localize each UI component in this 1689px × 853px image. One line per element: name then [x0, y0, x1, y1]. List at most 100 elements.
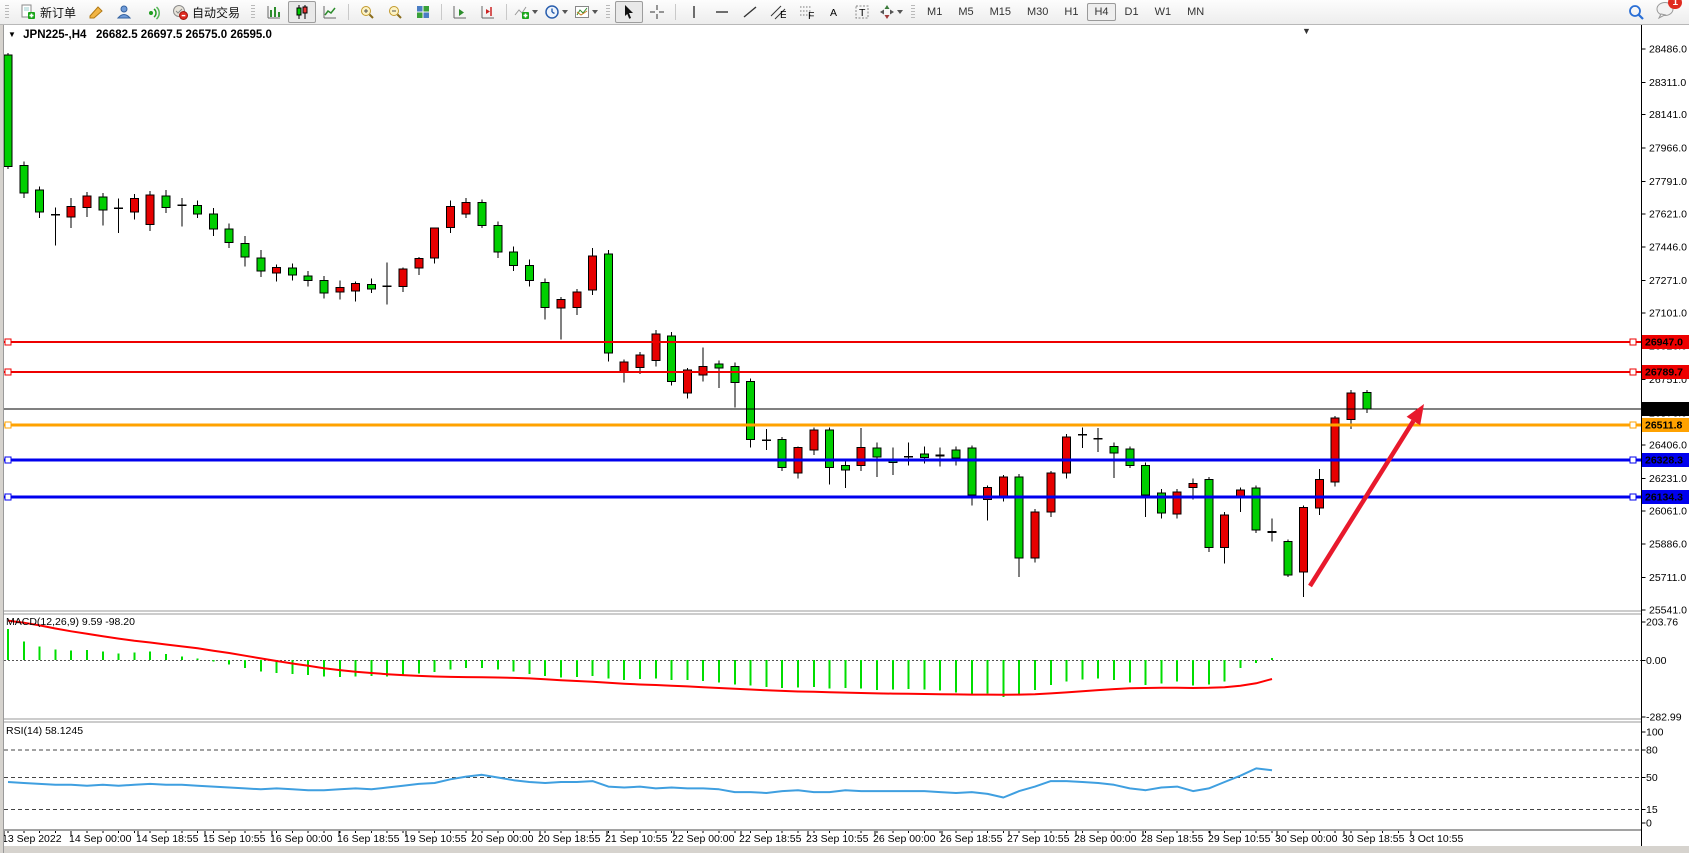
auto-trading-label: 自动交易	[192, 5, 241, 20]
svg-text:T: T	[859, 7, 866, 19]
tab-timeframe-m1[interactable]: M1	[927, 6, 943, 18]
bar-chart-icon	[267, 6, 281, 19]
trend-arrow	[1308, 419, 1416, 588]
svg-text:29 Sep 10:55: 29 Sep 10:55	[1208, 833, 1271, 845]
indicators-button[interactable]	[511, 1, 541, 23]
auto-scroll-icon	[453, 6, 467, 19]
svg-text:20 Sep 00:00: 20 Sep 00:00	[471, 833, 534, 845]
horizontal-line-icon	[716, 11, 729, 13]
equidistant-channel-icon: E	[770, 5, 786, 20]
arrows-button[interactable]	[876, 1, 906, 23]
indicators-icon	[514, 6, 530, 19]
tab-timeframe-m30[interactable]: M30	[1027, 6, 1049, 18]
svg-text:27446.0: 27446.0	[1649, 242, 1687, 254]
chart-menu-icon[interactable]: ▼	[8, 30, 16, 39]
toolbar-separator	[506, 4, 508, 20]
chart-symbol-title[interactable]: ▼ JPN225-,H4 26682.5 26697.5 26575.0 265…	[8, 29, 272, 41]
toolbar-separator	[675, 4, 677, 20]
svg-text:27 Sep 10:55: 27 Sep 10:55	[1007, 833, 1070, 845]
svg-text:28486.0: 28486.0	[1649, 44, 1687, 56]
auto-trading-button[interactable]: 自动交易	[166, 1, 246, 23]
fibonacci-button[interactable]: F	[792, 1, 820, 23]
auto-scroll-button[interactable]	[446, 1, 474, 23]
tab-timeframe-m15[interactable]: M15	[989, 6, 1011, 18]
toolbar-grip	[606, 4, 611, 20]
price-line-labels: 26947.0 26789.7 26595.0 26511.8 26328.3 26134…	[1642, 335, 1689, 504]
notifications-button[interactable]: 1	[1655, 0, 1682, 24]
macd-signal-line	[7, 619, 1273, 696]
svg-text:13 Sep 2022: 13 Sep 2022	[2, 833, 62, 845]
line-chart-icon	[323, 6, 337, 19]
chart-shift-button[interactable]	[474, 1, 502, 23]
toolbar-grip	[5, 4, 9, 20]
rsi-line	[7, 767, 1273, 799]
profile-button[interactable]	[110, 1, 138, 23]
crosshair-button[interactable]	[643, 1, 671, 23]
bar-chart-button[interactable]	[260, 1, 288, 23]
signal-button[interactable]	[138, 1, 166, 23]
text-button[interactable]: A	[820, 1, 848, 23]
search-icon[interactable]	[1628, 4, 1645, 21]
svg-text:20 Sep 18:55: 20 Sep 18:55	[538, 833, 601, 845]
tab-timeframe-mn[interactable]: MN	[1187, 6, 1205, 18]
svg-text:26 Sep 18:55: 26 Sep 18:55	[940, 833, 1003, 845]
svg-text:F: F	[808, 10, 814, 20]
zoom-in-button[interactable]	[353, 1, 381, 23]
svg-text:27101.0: 27101.0	[1649, 307, 1687, 319]
chevron-down-icon	[532, 10, 539, 14]
tab-timeframe-h1[interactable]: H1	[1064, 6, 1079, 18]
vertical-line-button[interactable]	[680, 1, 708, 23]
tile-windows-button[interactable]	[409, 1, 437, 23]
svg-text:A: A	[830, 7, 837, 19]
svg-text:E: E	[780, 9, 786, 20]
horizontal-line-button[interactable]	[708, 1, 736, 23]
svg-text:100: 100	[1646, 727, 1664, 739]
svg-text:25541.0: 25541.0	[1649, 604, 1687, 616]
tile-windows-icon	[417, 6, 430, 18]
svg-text:28 Sep 00:00: 28 Sep 00:00	[1074, 833, 1137, 845]
cursor-button[interactable]	[615, 1, 644, 23]
toolbar-grip	[911, 4, 916, 20]
macd-indicator-label: MACD(12,26,9) 9.59 -98.20	[6, 616, 135, 628]
svg-text:14 Sep 18:55: 14 Sep 18:55	[136, 833, 199, 845]
tab-timeframe-d1[interactable]: D1	[1124, 6, 1139, 18]
text-icon: A	[830, 7, 837, 19]
text-label-button[interactable]: T	[848, 1, 876, 23]
chart-shift-icon	[481, 6, 495, 19]
equidistant-channel-button[interactable]: E	[764, 1, 792, 23]
new-order-label: 新订单	[40, 5, 77, 20]
profile-icon	[116, 5, 132, 19]
new-order-icon	[21, 4, 35, 19]
svg-text:26947.0: 26947.0	[1645, 337, 1683, 349]
main-toolbar: 新订单 自动交易	[0, 0, 1689, 25]
chart-shift-marker-icon[interactable]: ▼	[1302, 26, 1311, 36]
marker-button[interactable]	[82, 1, 110, 23]
svg-text:30 Sep 00:00: 30 Sep 00:00	[1275, 833, 1338, 845]
time-axis: 13 Sep 2022 14 Sep 00:00 14 Sep 18:55 15 Se…	[2, 831, 1463, 845]
svg-text:16 Sep 00:00: 16 Sep 00:00	[270, 833, 333, 845]
line-chart-button[interactable]	[316, 1, 344, 23]
tab-timeframe-w1[interactable]: W1	[1154, 6, 1172, 18]
svg-text:25711.0: 25711.0	[1649, 572, 1686, 584]
trendline-button[interactable]	[736, 1, 764, 23]
svg-text:25886.0: 25886.0	[1649, 539, 1687, 551]
zoom-out-icon	[389, 6, 402, 19]
svg-text:26595.0: 26595.0	[1645, 404, 1683, 416]
periods-button[interactable]	[541, 1, 571, 23]
svg-text:21 Sep 10:55: 21 Sep 10:55	[605, 833, 668, 845]
svg-text:27271.0: 27271.0	[1649, 275, 1687, 287]
zoom-out-button[interactable]	[381, 1, 409, 23]
cursor-icon	[625, 5, 634, 19]
candlestick-chart-button[interactable]	[288, 1, 317, 23]
signal-icon	[149, 6, 160, 20]
timeframe-group: M1 M5 M15 M30 H1 H4 D1 W1 MN	[920, 3, 1211, 21]
templates-button[interactable]	[571, 1, 601, 23]
svg-text:27791.0: 27791.0	[1649, 176, 1687, 188]
svg-text:27621.0: 27621.0	[1649, 208, 1687, 220]
new-order-button[interactable]: 新订单	[14, 1, 82, 23]
toolbar-separator	[441, 4, 443, 20]
tab-timeframe-m5[interactable]: M5	[958, 6, 974, 18]
tab-timeframe-h4[interactable]: H4	[1087, 3, 1116, 21]
chevron-down-icon	[897, 10, 904, 14]
